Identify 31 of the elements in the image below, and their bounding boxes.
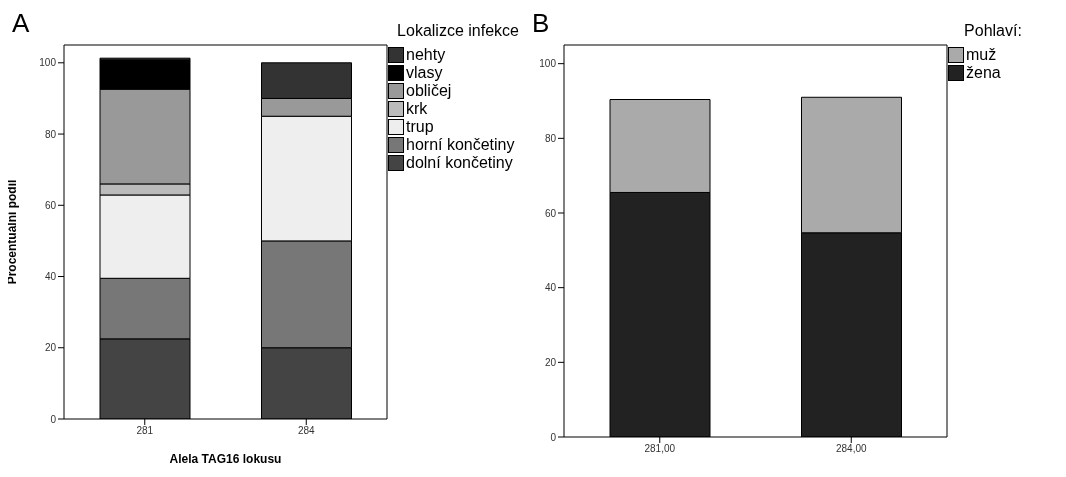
legend-label: trup <box>406 118 434 136</box>
y-tick-label: 100 <box>39 57 57 69</box>
x-tick-label: 284,00 <box>835 443 867 455</box>
text: B <box>532 8 550 39</box>
y-tick-label: 100 <box>539 58 557 70</box>
legend-title: Lokalizce infekce <box>396 22 520 40</box>
y-tick-label: 40 <box>44 271 57 283</box>
y-tick-label: 80 <box>544 132 557 144</box>
y-tick-label: 20 <box>544 356 557 368</box>
x-tick-label: 281 <box>136 425 154 437</box>
x-tick-label: 284 <box>297 425 316 437</box>
y-tick-label: 0 <box>550 431 557 443</box>
y-axis-title: Procentuální podíl <box>5 179 20 285</box>
legend-label: nehty <box>406 46 446 64</box>
legend-label: dolní končetiny <box>406 154 513 172</box>
legend-label: horní končetiny <box>406 136 515 154</box>
x-axis-title: Alela TAG16 lokusu <box>169 452 282 466</box>
legend-label: obličej <box>406 82 452 100</box>
legend-label: muž <box>966 46 997 64</box>
legend-label: vlasy <box>406 64 443 82</box>
x-tick-label: 281,00 <box>644 443 676 455</box>
y-tick-label: 60 <box>544 207 557 219</box>
legend-label: žena <box>966 64 1001 82</box>
legend-label: krk <box>406 100 428 118</box>
y-tick-label: 20 <box>44 342 57 354</box>
text: A <box>12 8 30 39</box>
legend-title: Pohlaví: <box>963 22 1023 40</box>
y-tick-label: 60 <box>44 199 57 211</box>
y-tick-label: 0 <box>50 413 57 425</box>
y-tick-label: 80 <box>44 128 57 140</box>
y-tick-label: 40 <box>544 282 557 294</box>
